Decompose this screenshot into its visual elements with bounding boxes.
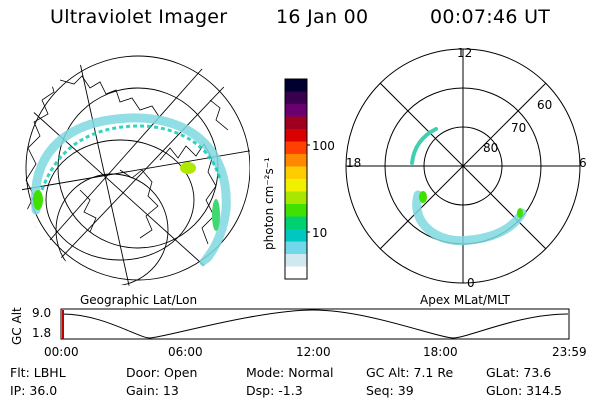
timeline-xtick-1200: 12:00 (296, 345, 331, 359)
colorbar-tick-100: 100 (312, 139, 335, 153)
mlt-plot-label: Apex MLat/MLT (420, 293, 510, 307)
colorbar-tick-10: 10 (312, 226, 328, 240)
colorbar-band (285, 266, 307, 280)
time-label: 00:07:46 UT (430, 6, 551, 28)
timeline-ytick-low: 1.8 (32, 326, 52, 340)
info-ip: IP: 36.0 (10, 383, 58, 398)
lat-label-70: 70 (511, 121, 527, 135)
colorbar-band (285, 141, 307, 155)
timeline-plot (60, 308, 570, 340)
colorbar-band (285, 254, 307, 268)
colorbar (284, 78, 310, 280)
geographic-label: Geographic Lat/Lon (80, 293, 198, 307)
colorbar-band (285, 241, 307, 255)
info-seq: Seq: 39 (366, 383, 414, 398)
colorbar-band (285, 79, 307, 93)
info-glon: GLon: 314.5 (486, 383, 562, 398)
timeline-xtick-0000: 00:00 (44, 345, 79, 359)
colorbar-gradient (285, 79, 307, 280)
mlt-polar-plot (345, 48, 581, 284)
mlt-label-bottom: 0 (467, 276, 475, 290)
colorbar-band (285, 166, 307, 180)
mlt-label-right: 6 (579, 156, 587, 170)
geographic-image (20, 50, 250, 286)
mlt-label-left: 18 (346, 156, 362, 170)
colorbar-band (285, 216, 307, 230)
timeline-xtick-1800: 18:00 (423, 345, 458, 359)
lat-label-80: 80 (483, 141, 499, 155)
colorbar-band (285, 116, 307, 130)
timeline-ylabel: GC Alt (10, 307, 24, 345)
colorbar-band (285, 204, 307, 218)
info-flt: Flt: LBHL (10, 365, 66, 380)
colorbar-band (285, 229, 307, 243)
mlt-label-top: 12 (457, 46, 473, 60)
info-glat: GLat: 73.6 (486, 365, 552, 380)
colorbar-band (285, 154, 307, 168)
info-mode: Mode: Normal (246, 365, 334, 380)
info-door: Door: Open (126, 365, 198, 380)
info-gain: Gain: 13 (126, 383, 179, 398)
colorbar-band (285, 91, 307, 105)
colorbar-band (285, 104, 307, 118)
date-label: 16 Jan 00 (276, 6, 369, 28)
colorbar-unit-label: photon cm⁻²s⁻¹ (262, 157, 276, 250)
instrument-title: Ultraviolet Imager (50, 6, 228, 28)
colorbar-band (285, 179, 307, 193)
lat-label-60: 60 (537, 98, 553, 112)
colorbar-band (285, 191, 307, 205)
colorbar-band (285, 129, 307, 143)
timeline-xtick-2359: 23:59 (552, 345, 587, 359)
timeline-ytick-high: 9.0 (32, 306, 52, 320)
timeline-xtick-0600: 06:00 (168, 345, 203, 359)
time-cursor (62, 310, 64, 339)
info-dsp: Dsp: -1.3 (246, 383, 303, 398)
info-gcalt: GC Alt: 7.1 Re (366, 365, 454, 380)
